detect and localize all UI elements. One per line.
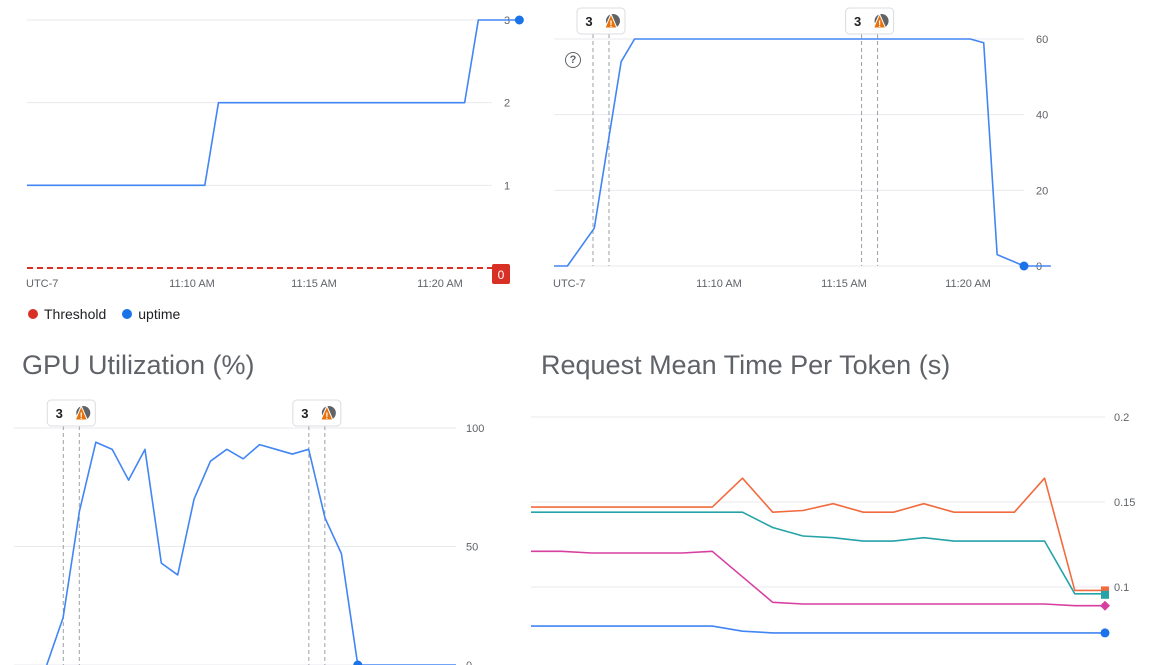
- warning-icon: [74, 404, 89, 421]
- incident-count: 3: [56, 406, 63, 421]
- help-icon[interactable]: ?: [565, 52, 581, 68]
- x-tick-label: 11:10 AM: [169, 278, 215, 290]
- legend-item-threshold[interactable]: Threshold: [28, 306, 106, 322]
- warning-icon-mark: !: [80, 411, 83, 421]
- uptime-legend: Threshold uptime: [28, 306, 190, 322]
- magenta-series-end-marker: [1100, 600, 1110, 611]
- y-tick-label: 0.15: [1114, 497, 1135, 509]
- uptime-legend-dot: [122, 309, 133, 319]
- x-tick-label: UTC-7: [553, 278, 585, 290]
- y-tick-label: 1: [504, 180, 510, 192]
- teal-series-line: [531, 511, 1105, 595]
- incident-count: 3: [854, 14, 861, 29]
- y-tick-label: 0.1: [1114, 582, 1129, 594]
- gpu-utilization-panel: GPU Utilization (%) 100 50 0 3! 3!: [0, 340, 540, 665]
- request-mean-time-chart: 0.2 0.15 0.1: [531, 412, 1135, 638]
- blue-series-line: [531, 625, 1105, 634]
- threshold-label-badge: [492, 264, 510, 284]
- legend-label-uptime: uptime: [138, 306, 181, 322]
- warning-icon-mark: !: [878, 19, 881, 29]
- warning-icon-mark: !: [325, 411, 328, 421]
- incident-count: 3: [301, 406, 308, 421]
- blue-series-end-marker: [1100, 628, 1110, 638]
- x-tick-label: 11:15 AM: [821, 278, 867, 290]
- y-tick-label: 60: [1036, 34, 1048, 46]
- warning-icon: [320, 404, 334, 421]
- gpu-utilization-end-point: [353, 660, 363, 665]
- x-tick-label: 11:15 AM: [291, 278, 337, 290]
- orange-series-line: [531, 477, 1105, 592]
- magenta-series-line: [531, 550, 1105, 607]
- threshold-legend-dot: [28, 309, 38, 319]
- y-tick-label: 2: [504, 98, 510, 110]
- series-end-point: [1019, 261, 1029, 271]
- top-right-chart-panel: 60 40 20 0 UTC-7 11:10 AM 11:15 AM 11:20 AM 3! 3!…: [540, 0, 1160, 335]
- y-tick-label: 0: [466, 660, 472, 665]
- x-tick-label: UTC-7: [26, 278, 58, 290]
- gpu-utilization-chart: 100 50 0 3! 3!: [14, 399, 484, 665]
- y-tick-label: 0: [1036, 261, 1042, 273]
- x-tick-label: 11:20 AM: [417, 278, 463, 290]
- teal-series-end-marker: [1101, 590, 1109, 599]
- y-tick-label: 100: [466, 423, 484, 435]
- incident-count: 3: [585, 14, 592, 29]
- y-tick-label: 3: [504, 15, 510, 27]
- threshold-label: 0: [498, 268, 505, 282]
- gpu-utilization-line: [45, 441, 456, 665]
- y-tick-label: 40: [1036, 110, 1048, 122]
- gpu-utilization-title: GPU Utilization (%): [22, 350, 255, 380]
- uptime-series-line: [27, 19, 520, 187]
- legend-label-threshold: Threshold: [44, 306, 107, 322]
- orange-series-end-marker: [1101, 586, 1109, 595]
- request-mean-time-panel: Request Mean Time Per Token (s) 0.2 0.15 0…: [520, 340, 1160, 665]
- uptime-end-point: [514, 15, 524, 25]
- y-tick-label: 50: [466, 542, 478, 554]
- request-mean-time-title: Request Mean Time Per Token (s): [541, 350, 951, 380]
- y-tick-label: 20: [1036, 185, 1048, 197]
- x-tick-label: 11:20 AM: [945, 278, 991, 290]
- top-right-chart: 60 40 20 0 UTC-7 11:10 AM 11:15 AM 11:20 AM 3! 3!: [553, 7, 1051, 290]
- x-tick-label: 11:10 AM: [696, 278, 742, 290]
- warning-icon: [872, 12, 887, 29]
- series-line: [554, 38, 1051, 267]
- legend-item-uptime[interactable]: uptime: [122, 306, 180, 322]
- warning-icon-mark: !: [610, 19, 613, 29]
- y-tick-label: 0.2: [1114, 412, 1129, 424]
- warning-icon: [604, 12, 618, 29]
